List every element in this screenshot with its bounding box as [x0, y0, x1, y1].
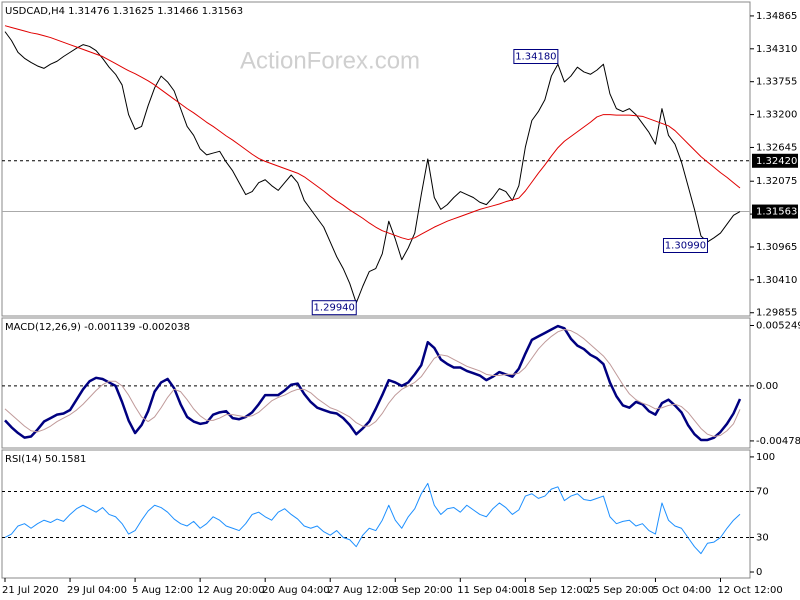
panel-frame	[1, 1, 751, 317]
panel-title: MACD(12,26,9) -0.001139 -0.002038	[5, 322, 190, 333]
series-line	[4, 25, 741, 241]
x-tick-label: 12 Aug 20:00	[197, 585, 264, 596]
y-tick-label: 100	[756, 452, 775, 463]
annotation-label: 1.30990	[665, 240, 706, 251]
x-tick-label: 25 Sep 20:00	[587, 585, 654, 596]
x-tick-label: 5 Oct 04:00	[652, 585, 711, 596]
y-tick-label: 0.005249	[756, 320, 800, 331]
series-line	[4, 31, 741, 304]
panel-frame	[1, 449, 751, 579]
x-tick-label: 27 Aug 12:00	[327, 585, 394, 596]
panel-title: USDCAD,H4 1.31476 1.31625 1.31466 1.3156…	[5, 6, 243, 17]
annotation-box	[311, 300, 357, 316]
price-label: 1.31563	[756, 207, 797, 218]
series-line	[4, 482, 741, 555]
y-tick-label: 1.34865	[756, 11, 797, 22]
annotation-label: 1.34180	[515, 52, 556, 63]
y-tick-label: 1.30965	[756, 242, 797, 253]
annotation-box	[662, 237, 708, 253]
x-tick-label: 3 Sep 20:00	[392, 585, 452, 596]
x-tick-label: 21 Jul 2020	[2, 585, 59, 596]
y-tick-label: 30	[756, 532, 769, 543]
y-tick-label: 1.33755	[756, 77, 797, 88]
y-tick-label: 1.30410	[756, 275, 797, 286]
price-box	[752, 153, 798, 168]
y-tick-label: 1.33200	[756, 110, 797, 121]
annotation-box	[513, 49, 559, 65]
x-tick-label: 29 Jul 04:00	[67, 585, 127, 596]
y-tick-label: 1.29855	[756, 308, 797, 319]
price-box	[752, 204, 798, 219]
series-line	[4, 329, 741, 437]
y-tick-label: 1.34310	[756, 44, 797, 55]
panel-title: RSI(14) 50.1581	[5, 454, 86, 465]
x-tick-label: 20 Aug 04:00	[262, 585, 329, 596]
y-tick-label: 1.32075	[756, 176, 797, 187]
y-tick-label: -0.004785	[756, 436, 800, 447]
y-tick-label: 70	[756, 486, 769, 497]
y-tick-label: 1.32645	[756, 142, 797, 153]
x-tick-label: 18 Sep 12:00	[522, 585, 589, 596]
plot	[2, 324, 750, 442]
panel-frame	[1, 317, 751, 449]
x-tick-label: 12 Oct 12:00	[717, 585, 782, 596]
watermark: ActionForex.com	[240, 47, 420, 74]
annotation-label: 1.29940	[314, 303, 355, 314]
x-tick-label: 11 Sep 04:00	[457, 585, 524, 596]
plot: ActionForex.com	[2, 25, 750, 304]
y-tick-label: 0	[756, 567, 762, 578]
y-tick-label: 0.00	[756, 381, 778, 392]
plot	[2, 482, 750, 555]
series-line	[4, 324, 742, 442]
x-tick-label: 5 Aug 12:00	[132, 585, 193, 596]
price-label: 1.32420	[756, 156, 797, 167]
